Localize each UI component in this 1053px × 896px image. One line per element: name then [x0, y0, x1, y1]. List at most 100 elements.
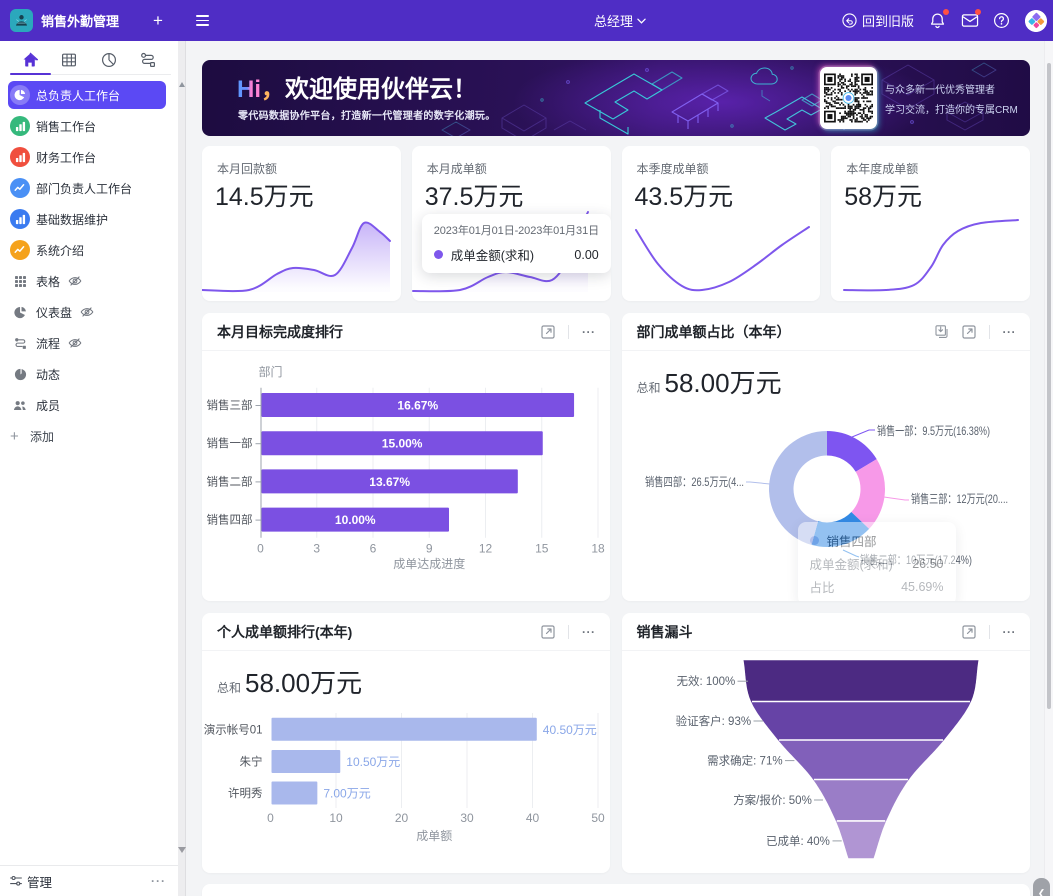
- notifications-button[interactable]: [929, 9, 949, 29]
- sidebar-tabs: [0, 45, 178, 75]
- workspace-menu: 总负责人工作台 销售工作台财务工作台部门负责人工作台 基础数据维护 系统介绍: [0, 75, 178, 264]
- members-icon: [10, 395, 30, 415]
- add-item-button[interactable]: + 添加: [8, 422, 170, 450]
- banner-title: Hi，欢迎使用伙伴云！: [237, 76, 477, 103]
- stat-card-1: 本月回款额 14.5万元: [202, 146, 401, 301]
- expand-icon[interactable]: [541, 324, 555, 339]
- manage-bar[interactable]: 管理 ···: [0, 865, 178, 896]
- eye-hidden-icon[interactable]: [68, 274, 82, 288]
- pie-chart-icon: [10, 85, 30, 105]
- tab-tables[interactable]: [50, 45, 90, 75]
- svg-text:12: 12: [479, 542, 493, 556]
- goal-ranking-card: 本月目标完成度排行 ··· 0 3 6 9 12 15 18 部门 销售三部 16.67% 销售一部…: [202, 313, 610, 601]
- sidebar-item-2[interactable]: 销售工作台: [8, 112, 166, 140]
- sidebar-item-5[interactable]: 基础数据维护: [8, 205, 166, 233]
- svg-text:无效: 100%: 无效: 100%: [676, 674, 735, 688]
- stat-title: 本月回款额: [217, 162, 278, 176]
- card-header: 个人成单额排行(本年) ···: [202, 613, 610, 651]
- grid-dots-icon: [10, 271, 30, 291]
- manage-more-button[interactable]: ···: [151, 874, 166, 888]
- svg-text:销售三部: 销售三部: [207, 398, 253, 412]
- tab-dashboards[interactable]: [89, 45, 129, 75]
- expand-icon[interactable]: [961, 624, 976, 639]
- pie-clock-icon: [101, 52, 116, 68]
- card-title: 部门成单额占比（本年）: [636, 323, 791, 340]
- svg-text:15.00%: 15.00%: [382, 437, 423, 451]
- avatar-logo: [1025, 9, 1047, 32]
- expand-icon[interactable]: [961, 324, 976, 339]
- user-avatar[interactable]: [1025, 9, 1047, 32]
- svg-text:30: 30: [460, 811, 474, 825]
- person-icon: [15, 15, 28, 26]
- more-menu-icon[interactable]: ···: [1002, 624, 1016, 639]
- sidebar-tool-5[interactable]: 成员: [8, 391, 170, 419]
- stat-title: 本季度成单额: [636, 162, 709, 176]
- svg-text:6: 6: [370, 542, 377, 556]
- svg-text:销售四部: 销售四部: [207, 513, 253, 527]
- stat-title: 本年度成单额: [846, 162, 919, 176]
- role-dropdown[interactable]: 总经理: [594, 11, 646, 30]
- svg-text:验证客户: 93%: 验证客户: 93%: [675, 714, 750, 728]
- tab-home[interactable]: [10, 45, 50, 75]
- workflow-icon: [141, 52, 156, 68]
- stat-value: 37.5万元: [424, 183, 524, 211]
- tab-workflows[interactable]: [129, 45, 169, 75]
- svg-text:许明秀: 许明秀: [228, 787, 263, 800]
- sidebar-tool-1[interactable]: 表格: [8, 267, 170, 295]
- sidebar-tool-3[interactable]: 流程: [8, 329, 170, 357]
- eye-hidden-icon[interactable]: [68, 336, 82, 350]
- sidebar-tool-2[interactable]: 仪表盘: [8, 298, 170, 326]
- stat-cards-row: 本月回款额 14.5万元 本月成单额 37.5万元 2023年01月01日-2023年0…: [202, 146, 1030, 301]
- message-badge: [975, 9, 981, 15]
- main-scrollbar[interactable]: [1044, 41, 1053, 896]
- expand-icon[interactable]: [541, 624, 555, 639]
- more-menu-icon[interactable]: ···: [1002, 324, 1016, 339]
- back-to-old-version[interactable]: 回到旧版: [842, 11, 914, 30]
- table-icon: [62, 53, 77, 67]
- svg-text:13.67%: 13.67%: [369, 475, 410, 489]
- sidebar-item-4[interactable]: 部门负责人工作台: [8, 174, 166, 202]
- svg-text:7.00万元: 7.00万元: [323, 787, 370, 801]
- qr-caption: 与众多新一代优秀管理者 学习交流，打造你的专属CRM: [885, 85, 1018, 116]
- bar-chart-icon: [10, 209, 30, 229]
- stat-card-2: 本月成单额 37.5万元 2023年01月01日-2023年01月31日 成单金额(求…: [411, 146, 611, 301]
- messages-button[interactable]: [961, 9, 981, 29]
- total-line: 总和 58.00万元: [217, 668, 363, 698]
- line-tooltip: 2023年01月01日-2023年01月31日 成单金额(求和) 0.00: [421, 214, 611, 273]
- dept-donut-chart: 销售一部：9.5万元(16.38%) 销售三部：12万元(20.... 销售二部：1…: [645, 423, 1008, 567]
- menu-toggle-button[interactable]: [196, 15, 209, 26]
- help-button[interactable]: [993, 12, 1010, 29]
- manage-label: 管理: [27, 875, 53, 890]
- add-workspace-button[interactable]: +: [153, 10, 163, 30]
- more-menu-icon[interactable]: ···: [582, 324, 596, 339]
- divider: [988, 624, 990, 639]
- sidebar-scrollbar[interactable]: [178, 41, 186, 896]
- download-icon[interactable]: [934, 324, 949, 339]
- collapse-button[interactable]: ❮: [1033, 878, 1050, 896]
- eye-hidden-icon[interactable]: [80, 305, 94, 319]
- more-menu-icon[interactable]: ···: [582, 624, 596, 639]
- svg-text:50: 50: [591, 811, 605, 825]
- scrollbar-thumb[interactable]: [1047, 63, 1051, 709]
- gauge-pie-icon: [10, 302, 30, 322]
- sidebar-item-6[interactable]: 系统介绍: [8, 236, 166, 264]
- svg-text:朱宁: 朱宁: [240, 755, 263, 769]
- sidebar-item-1[interactable]: 总负责人工作台: [8, 81, 166, 109]
- next-card-partial: [202, 884, 1030, 896]
- scroll-up-arrow[interactable]: [179, 82, 185, 87]
- add-label: 添加: [30, 429, 55, 444]
- svg-text:40: 40: [526, 811, 540, 825]
- scroll-down-arrow[interactable]: [178, 847, 186, 853]
- app-logo[interactable]: [10, 9, 33, 32]
- sidebar-tool-4[interactable]: 动态: [8, 360, 170, 388]
- sales-funnel-card: 销售漏斗 ··· 无效: 100% 验证客户: 93% 需求确定: 71% 方案/报价…: [621, 613, 1030, 873]
- svg-text:10: 10: [329, 811, 343, 825]
- sidebar: 总负责人工作台 销售工作台财务工作台部门负责人工作台 基础数据维护 系统介绍 表格仪表…: [0, 41, 178, 896]
- stat-title: 本月成单额: [426, 162, 487, 176]
- stat-value: 43.5万元: [634, 183, 734, 211]
- personal-ranking-card: 个人成单额排行(本年) ··· 总和 58.00万元 0 10 20 30 40 50 演示帐…: [202, 613, 610, 873]
- sidebar-item-3[interactable]: 财务工作台: [8, 143, 166, 171]
- return-icon: [842, 13, 857, 28]
- svg-text:销售二部：10万元(17.24%): 销售二部：10万元(17.24%): [860, 552, 972, 567]
